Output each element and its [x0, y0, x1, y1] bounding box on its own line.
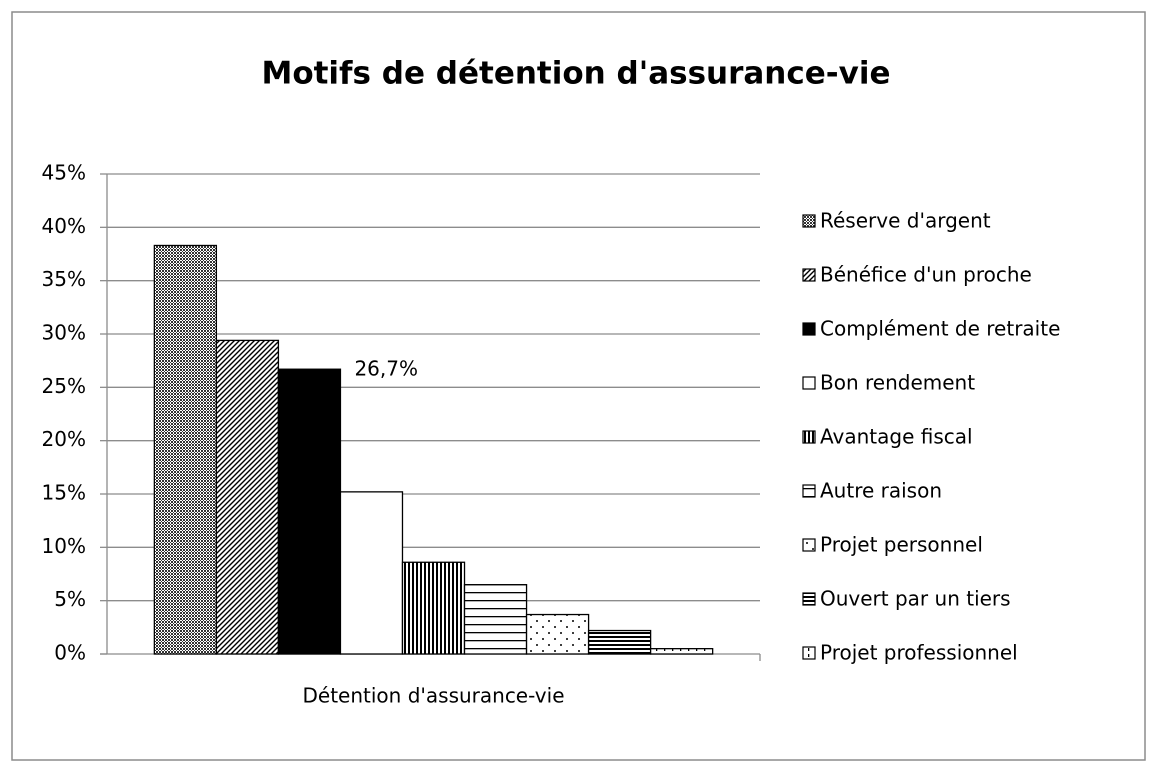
legend-swatch [802, 322, 816, 336]
legend-label: Projet professionnel [820, 641, 1018, 665]
bar [649, 648, 714, 655]
bar [339, 491, 404, 655]
bar [401, 561, 466, 655]
legend-label: Projet personnel [820, 533, 983, 557]
bar [525, 613, 590, 655]
y-tick-label: 45% [42, 161, 86, 185]
bar [153, 244, 218, 655]
bar [587, 629, 652, 655]
legend-label: Avantage fiscal [820, 425, 973, 449]
chart-title: Motifs de détention d'assurance-vie [261, 56, 890, 92]
y-tick-label: 5% [54, 587, 86, 611]
legend-swatch [802, 430, 816, 444]
legend-label: Réserve d'argent [820, 209, 991, 233]
legend-swatch [802, 538, 816, 552]
y-tick-label: 40% [42, 214, 86, 238]
legend-swatch [802, 592, 816, 606]
y-tick-label: 20% [42, 427, 86, 451]
y-tick-label: 10% [42, 534, 86, 558]
y-tick-label: 15% [42, 481, 86, 505]
y-tick-label: 30% [42, 321, 86, 345]
legend-label: Ouvert par un tiers [820, 587, 1011, 611]
legend-label: Complément de retraite [820, 317, 1060, 341]
y-tick-label: 35% [42, 267, 86, 291]
bar [215, 339, 280, 655]
bar [277, 368, 342, 655]
x-tick-label: Détention d'assurance-vie [303, 684, 565, 708]
y-tick-label: 0% [54, 641, 86, 665]
legend-swatch [802, 214, 816, 228]
legend-swatch [802, 484, 816, 498]
legend-swatch [802, 268, 816, 282]
bar [463, 584, 528, 655]
legend-swatch [802, 646, 816, 660]
legend-label: Bon rendement [820, 371, 975, 395]
legend-label: Autre raison [820, 479, 942, 503]
y-tick-label: 25% [42, 374, 86, 398]
legend-label: Bénéfice d'un proche [820, 263, 1032, 287]
data-label: 26,7% [354, 357, 418, 381]
legend-swatch [802, 376, 816, 390]
